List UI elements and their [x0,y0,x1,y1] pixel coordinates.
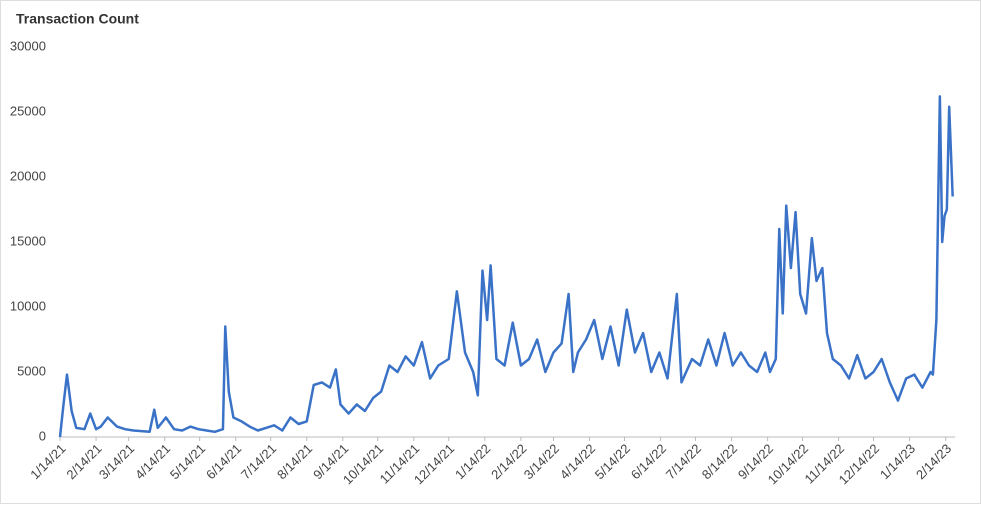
y-tick-label: 30000 [10,38,46,53]
y-tick-label: 0 [39,428,46,443]
data-line [58,95,954,438]
y-tick-label: 5000 [17,363,46,378]
chart-title: Transaction Count [16,11,139,27]
y-tick-label: 20000 [10,168,46,183]
y-tick-label: 25000 [10,103,46,118]
y-tick-label: 10000 [10,298,46,313]
y-tick-label: 15000 [10,233,46,248]
